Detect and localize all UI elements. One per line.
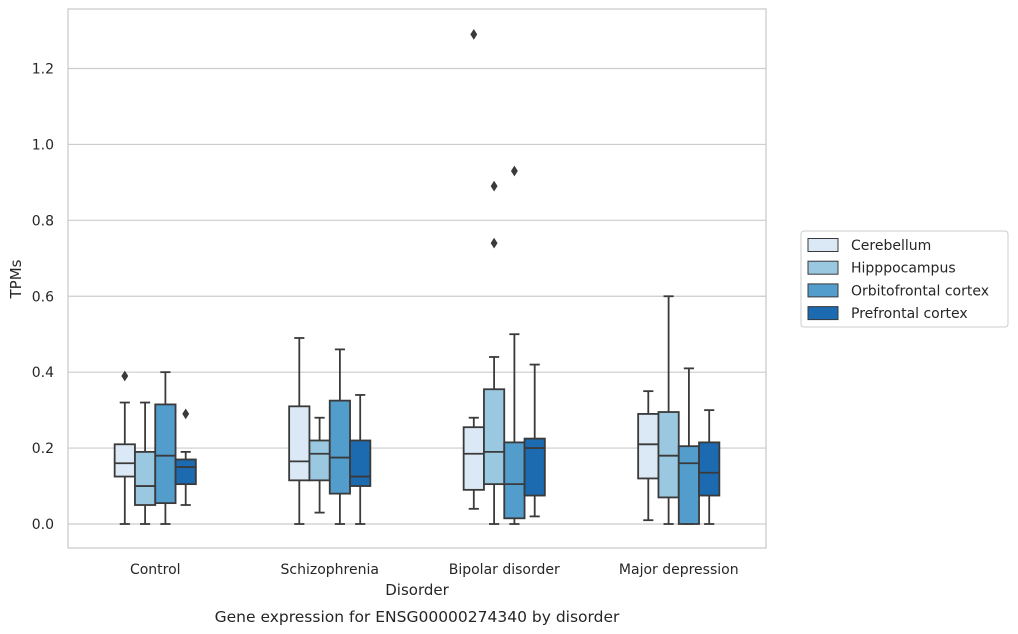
legend-label: Orbitofrontal cortex (851, 283, 989, 299)
box-3-3 (698, 409, 721, 525)
outlier-point (490, 237, 498, 249)
box-2-0 (462, 28, 485, 510)
box-body (698, 441, 721, 497)
legend-label: Cerebellum (851, 238, 931, 254)
x-tick-label: Schizophrenia (281, 562, 379, 578)
outlier-point (121, 370, 129, 382)
box-body (308, 439, 331, 482)
outlier-point (490, 180, 498, 192)
legend-swatch (807, 238, 839, 252)
box-body (503, 441, 526, 520)
box-body (154, 403, 177, 505)
box-body (483, 388, 506, 486)
legend-label: Hipppocampus (851, 261, 956, 277)
box-3-2 (677, 367, 700, 525)
box-1-3 (349, 394, 372, 525)
box-body (677, 445, 700, 525)
box-body (462, 426, 485, 491)
y-tick-labels: 0.0 0.2 0.4 0.6 0.8 1.0 1.2 (32, 62, 54, 534)
y-axis-label: TPMs (7, 259, 25, 299)
legend-label: Prefrontal cortex (851, 306, 968, 322)
legend-swatch (807, 260, 839, 275)
x-axis-label: Disorder (385, 581, 449, 599)
y-tick-label: 1.2 (32, 62, 54, 78)
box-body (349, 439, 372, 487)
grid-layer (68, 67, 766, 525)
box-0-2 (154, 371, 177, 525)
box-body (288, 405, 311, 482)
y-tick-label: 0.2 (32, 441, 54, 457)
outlier-point (470, 28, 478, 40)
y-tick-label: 1.0 (32, 137, 54, 153)
box-0-3 (174, 408, 197, 506)
box-body (328, 399, 351, 495)
x-tick-label: Control (130, 562, 181, 578)
box-2-1 (483, 180, 506, 525)
y-tick-label: 0.6 (32, 289, 54, 305)
y-tick-label: 0.4 (32, 365, 54, 381)
legend-frame (800, 230, 1009, 328)
x-tick-label: Major depression (619, 562, 739, 578)
box-layer (113, 28, 721, 525)
legend-swatch (807, 306, 839, 321)
outlier-point (510, 165, 518, 177)
box-body (657, 411, 680, 499)
chart-caption: Gene expression for ENSG00000274340 by d… (215, 608, 620, 626)
box-body (637, 413, 660, 480)
legend: Cerebellum Hipppocampus Orbitofrontal cort… (800, 230, 1009, 328)
box-0-1 (134, 401, 157, 525)
y-tick-label: 0.0 (32, 517, 54, 533)
box-body (174, 458, 197, 486)
box-2-3 (523, 363, 546, 518)
box-body (134, 450, 157, 506)
box-3-1 (657, 295, 680, 525)
box-2-2 (503, 165, 526, 525)
y-tick-label: 0.8 (32, 213, 54, 229)
box-3-0 (637, 390, 660, 522)
box-1-2 (328, 348, 351, 525)
box-1-1 (308, 416, 331, 514)
box-body (113, 443, 136, 478)
x-tick-labels: Control Schizophrenia Bipolar disorder Majo… (130, 562, 739, 578)
outlier-point (182, 408, 190, 420)
x-tick-label: Bipolar disorder (449, 562, 560, 578)
box-body (523, 437, 546, 497)
legend-swatch (807, 283, 839, 298)
box-0-0 (113, 370, 136, 525)
plot-frame (67, 8, 767, 549)
box-1-0 (288, 337, 311, 525)
